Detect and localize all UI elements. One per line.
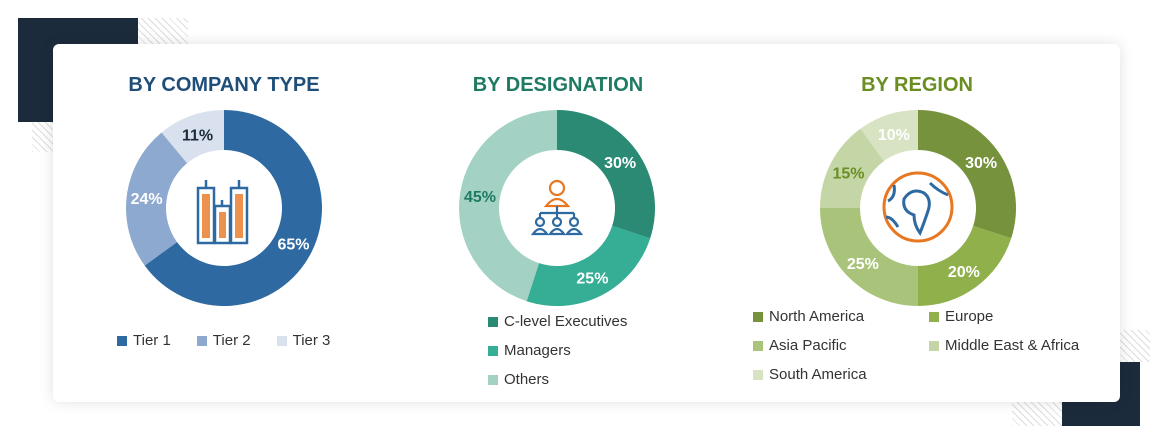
legend-item: C-level Executives [488, 307, 627, 336]
legend-item: Middle East & Africa [929, 331, 1099, 360]
legend-label: Others [504, 371, 550, 388]
data-label: 24% [131, 191, 163, 208]
data-label: 30% [604, 155, 636, 172]
legend-label: Europe [945, 308, 994, 325]
data-label: 25% [847, 256, 879, 273]
legend-item: Tier 1 [117, 326, 171, 355]
donut-slice-managers [526, 225, 651, 307]
legend-company-type: Tier 1 Tier 2 Tier 3 [117, 326, 356, 355]
legend-item: Asia Pacific [753, 331, 929, 360]
decor-hatch [32, 122, 54, 152]
donut-slice-tier-2 [125, 132, 188, 266]
donut-slice-asia-pacific [820, 208, 918, 306]
globe-icon [882, 171, 954, 243]
data-label: 20% [948, 264, 980, 281]
hierarchy-people-icon [530, 179, 584, 236]
decor-hatch [1012, 402, 1062, 426]
data-label: 11% [182, 128, 213, 145]
donut-slice-middle-east-africa [820, 128, 884, 208]
chart-title-designation: BY DESIGNATION [472, 74, 644, 96]
legend-designation: C-level Executives Managers Others [488, 307, 627, 394]
legend-item: Tier 3 [276, 326, 331, 355]
legend-label: Tier 1 [133, 332, 171, 349]
donut-slice-south-america [860, 110, 918, 162]
legend-item: North America [753, 302, 929, 331]
legend-item: Others [488, 365, 627, 394]
legend-swatch [753, 340, 763, 351]
legend-region: North America Europe Asia Pacific Middle Ea… [753, 302, 1099, 389]
legend-label: North America [769, 308, 865, 325]
legend-label: Middle East & Africa [945, 337, 1080, 354]
legend-item: Europe [929, 302, 1099, 331]
buildings-icon [196, 180, 249, 245]
data-label: 15% [832, 166, 864, 183]
legend-swatch [276, 335, 287, 346]
chart-title-region: BY REGION [861, 74, 973, 96]
chart-title-company-type: BY COMPANY TYPE [128, 74, 320, 96]
legend-swatch [929, 340, 939, 351]
legend-swatch [753, 311, 763, 322]
legend-swatch [753, 369, 763, 380]
data-label: 45% [464, 189, 496, 206]
legend-item: Managers [488, 336, 627, 365]
legend-label: South America [769, 366, 867, 383]
decor-hatch [1120, 330, 1150, 362]
donut-slice-north-america [918, 110, 1016, 239]
legend-item: South America [753, 360, 929, 389]
legend-swatch [929, 311, 939, 322]
legend-label: Tier 3 [292, 332, 331, 349]
legend-label: Managers [504, 342, 571, 359]
legend-swatch [488, 316, 498, 327]
data-label: 10% [878, 127, 910, 144]
donut-slice-tier-1 [144, 110, 322, 306]
donut-slice-c-level-executives [557, 110, 655, 239]
legend-swatch [196, 335, 207, 346]
legend-label: C-level Executives [504, 313, 628, 330]
legend-label: Asia Pacific [769, 337, 847, 354]
data-label: 25% [576, 270, 608, 287]
data-label: 65% [277, 236, 309, 253]
donut-slice-tier-3 [161, 110, 224, 164]
data-label: 30% [965, 155, 997, 172]
legend-swatch [117, 335, 127, 346]
legend-label: Tier 2 [212, 332, 251, 349]
legend-item: Tier 2 [196, 326, 251, 355]
legend-swatch [488, 374, 498, 385]
decor-hatch [138, 18, 188, 44]
legend-swatch [488, 345, 498, 356]
donut-slice-europe [918, 225, 1012, 306]
donut-slice-others [459, 109, 557, 302]
